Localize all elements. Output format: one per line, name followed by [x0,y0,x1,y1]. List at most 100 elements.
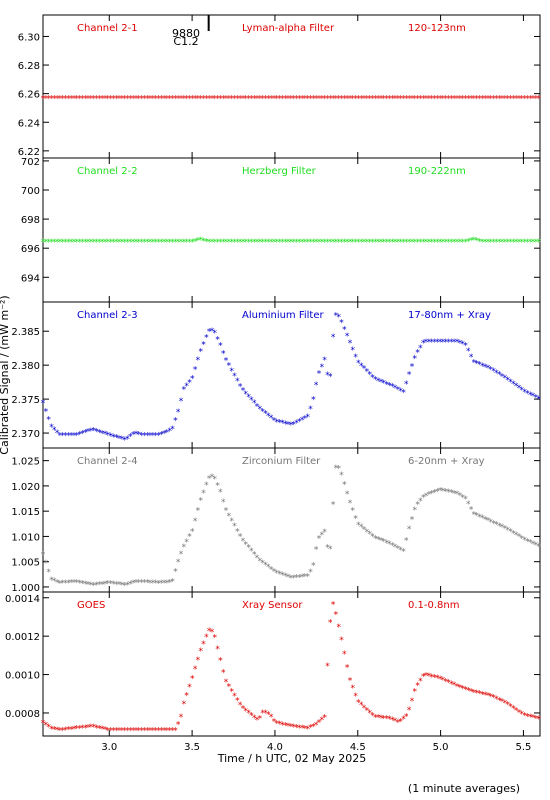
panel-4-data-point: * [396,544,401,554]
panel-1-data-point: * [379,94,384,104]
panel-2-data-point: * [235,238,240,248]
panel-3-data-point: * [58,432,63,442]
panel-1-data-point: * [365,94,370,104]
panel-3-data-point: * [407,370,412,380]
panel-1-data-point: * [97,94,102,104]
panel-2-data-point: * [198,236,203,246]
panel-1-data-point: * [396,94,401,104]
panel-3-data-point: * [221,349,226,359]
panel-5-data-point: * [198,647,203,657]
panel-3-data-point: * [508,378,513,388]
panel-4-data-point: * [210,473,215,483]
panel-2-data-point: * [458,238,463,248]
panel-4-data-point: * [52,577,57,587]
panel-2-data-point: * [103,238,108,248]
panel-3-data-point: * [106,431,111,441]
panel-5-data-point: * [210,628,215,638]
panel-4-data-point: * [103,580,108,590]
panel-1-data-point: * [393,94,398,104]
panel-2-data-point: * [196,237,201,247]
panel-4-data-point: * [531,540,536,550]
panel-3-data-point: * [286,421,291,431]
panel-2-data-point: * [367,238,372,248]
panel-1-data-point: * [339,94,344,104]
panel-4-data-point: * [289,574,294,584]
panel-3-data-point: * [196,356,201,366]
panel-5-data-point: * [244,707,249,717]
panel-4-data-point: * [331,500,336,510]
panel-1-data-point: * [100,94,105,104]
panel-2-data-point: * [244,238,249,248]
panel-4-data-point: * [367,530,372,540]
panel-4-data-point: * [508,528,513,538]
panel-3-data-point: * [272,417,277,427]
panel-2-data-point: * [232,238,237,248]
panel-5-data-point: * [322,713,327,723]
panel-4-data-point: * [108,580,113,590]
panel-3-data-point: * [424,338,429,348]
x-tick-label: 4.5 [350,742,366,753]
panel-4-data-point: * [511,529,516,539]
panel-4-data-point: * [286,573,291,583]
panel-2-data-point: * [345,238,350,248]
panel-4-data-point: * [190,527,195,537]
panel-5-data-point: * [474,689,479,699]
panel-3-data-point: * [142,432,147,442]
panel-4-data-point: * [334,464,339,474]
panel-2-filter-label: Herzberg Filter [242,166,317,177]
panel-4-data-point: * [345,490,350,500]
panel-3-data-point: * [170,425,175,435]
panel-1-data-point: * [317,94,322,104]
panel-4-data-point: * [106,580,111,590]
panel-2-data-point: * [66,238,71,248]
panel-1-data-point: * [286,94,291,104]
panel-4-data-point: * [458,492,463,502]
panel-4-data-point: * [258,557,263,567]
panel-2-data-point: * [303,238,308,248]
panel-3-data-point: * [500,372,505,382]
panel-4-data-point: * [184,538,189,548]
panel-4-channel-label: Channel 2-4 [77,456,138,467]
panel-5-data-point: * [525,712,530,722]
panel-1-data-point: * [198,94,203,104]
panel-2-data-point: * [91,238,96,248]
panel-3-data-point: * [455,338,460,348]
panel-3-data-point: * [365,368,370,378]
panel-4-data-point: * [275,569,280,579]
panel-2-data-point: * [455,238,460,248]
panel-2-data-point: * [182,238,187,248]
panel-1-data-point: * [252,94,257,104]
panel-1-data-point: * [336,94,341,104]
panel-5-data-point: * [455,683,460,693]
panel-3-data-point: * [120,435,125,445]
panel-1-data-point: * [413,94,418,104]
panel-4-data-point: * [162,579,167,589]
panel-1-data-point: * [514,94,519,104]
panel-5-data-point: * [351,684,356,694]
panel-3-data-point: * [55,429,60,439]
panel-2-data-point: * [489,238,494,248]
panel-4-data-point: * [438,487,443,497]
panel-5-data-point: * [429,673,434,683]
panel-4-data-point: * [244,540,249,550]
panel-4-band-label: 6-20nm + Xray [408,456,485,467]
panel-1-data-point: * [272,94,277,104]
panel-3-data-point: * [156,432,161,442]
panel-4-data-point: * [280,571,285,581]
panel-3-data-point: * [525,389,530,399]
panel-1-data-point: * [187,94,192,104]
panel-4-data-point: * [294,574,299,584]
panel-2-data-point: * [336,238,341,248]
panel-3-data-point: * [401,388,406,398]
panel-4-data-point: * [401,548,406,558]
panel-5-data-point: * [494,695,499,705]
panel-3-data-point: * [480,362,485,372]
panel-5-ytick-label: 0.0010 [5,671,40,682]
panel-3-ytick-label: 2.370 [11,429,40,440]
panel-1-data-point: * [184,94,189,104]
panel-3-data-point: * [94,427,99,437]
panel-5-data-point: * [297,724,302,734]
panel-1-data-point: * [258,94,263,104]
panel-1-data-point: * [173,94,178,104]
panel-5-data-point: * [480,690,485,700]
